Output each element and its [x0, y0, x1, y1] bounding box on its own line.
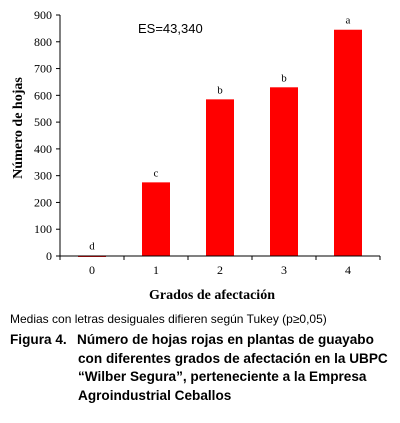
y-tick-label: 600 [34, 88, 52, 102]
bar-chart: 0 100 200 300 400 500 600 700 800 900 0 1 2 3 4 d c b b a… [11, 8, 381, 303]
bar-letter-label: b [281, 72, 287, 84]
bar-letter-label: c [154, 167, 159, 179]
bar-1 [142, 182, 170, 256]
y-axis-ticks: 0 100 200 300 400 500 600 700 800 900 [34, 8, 60, 263]
bar-2 [206, 99, 234, 256]
y-tick-label: 0 [46, 249, 52, 263]
bar-4 [334, 29, 362, 256]
figure-caption-text: Número de hojas rojas en plantas de guay… [77, 332, 388, 403]
y-tick-label: 700 [34, 62, 52, 76]
y-tick-label: 800 [34, 35, 52, 49]
y-tick-label: 900 [34, 8, 52, 22]
x-tick-label: 4 [345, 263, 351, 277]
bar-3 [270, 87, 298, 256]
x-tick-label: 0 [89, 263, 95, 277]
x-axis-label: Grados de afectación [149, 288, 275, 303]
figure-caption: Figura 4. Número de hojas rojas en plant… [10, 331, 394, 405]
y-tick-label: 200 [34, 195, 52, 209]
footnote: Medias con letras desiguales difieren se… [10, 312, 327, 326]
figure-caption-label: Figura 4. [10, 332, 67, 347]
x-axis-ticks: 0 1 2 3 4 [59, 256, 381, 277]
bars: d c b b a [78, 15, 362, 257]
y-tick-label: 500 [34, 115, 52, 129]
y-tick-label: 100 [34, 222, 52, 236]
y-tick-label: 300 [34, 169, 52, 183]
x-tick-label: 1 [153, 263, 159, 277]
bar-letter-label: d [89, 240, 95, 252]
es-annotation: ES=43,340 [138, 21, 203, 36]
x-tick-label: 3 [281, 263, 287, 277]
bar-letter-label: b [217, 84, 223, 96]
y-tick-label: 400 [34, 142, 52, 156]
bar-letter-label: a [346, 15, 351, 27]
y-axis-label: Número de hojas [11, 77, 26, 179]
x-tick-label: 2 [217, 263, 223, 277]
